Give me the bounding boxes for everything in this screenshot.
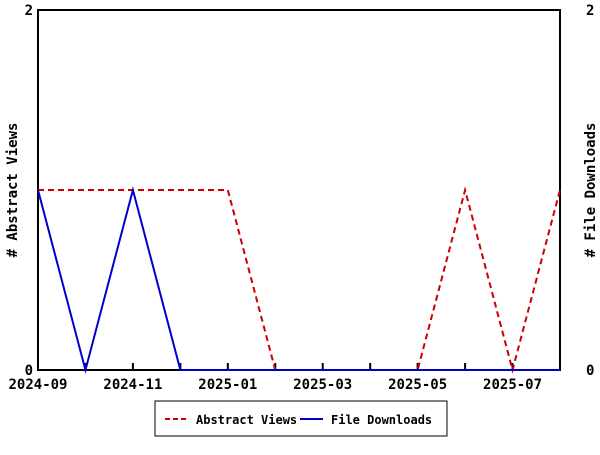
- x-tick-label-2024-09: 2024-09: [8, 377, 67, 393]
- y-right-axis-title: # File Downloads: [583, 123, 599, 258]
- series-lines: [37, 186, 561, 374]
- y-right-tick-label-0: 0: [586, 363, 594, 379]
- plot-frame: [37, 9, 561, 371]
- x-tick-label-2025-03: 2025-03: [293, 377, 352, 393]
- series-line-file-downloads: [37, 186, 560, 374]
- x-tick-label-2025-01: 2025-01: [198, 377, 257, 393]
- x-axis-ticks: [37, 363, 561, 370]
- y-axis-tick-labels: 0 2 0 2: [25, 3, 595, 379]
- series-line-abstract-views: [38, 186, 561, 374]
- x-axis-tick-labels: 2024-09 2024-11 2025-01 2025-03 2025-05 2025-…: [8, 377, 542, 393]
- y-left-axis-title: # Abstract Views: [5, 123, 21, 258]
- y-right-tick-label-2: 2: [586, 3, 594, 19]
- x-tick-label-2024-11: 2024-11: [103, 377, 162, 393]
- legend-label-file-downloads: File Downloads: [331, 413, 432, 427]
- x-tick-label-2025-05: 2025-05: [388, 377, 447, 393]
- y-axis-ticks: [38, 9, 560, 371]
- legend-box: Abstract Views File Downloads: [154, 400, 448, 437]
- legend-label-abstract-views: Abstract Views: [196, 413, 297, 427]
- y-left-tick-label-2: 2: [25, 3, 33, 19]
- x-tick-label-2025-07: 2025-07: [483, 377, 542, 393]
- y-left-tick-label-0: 0: [25, 363, 33, 379]
